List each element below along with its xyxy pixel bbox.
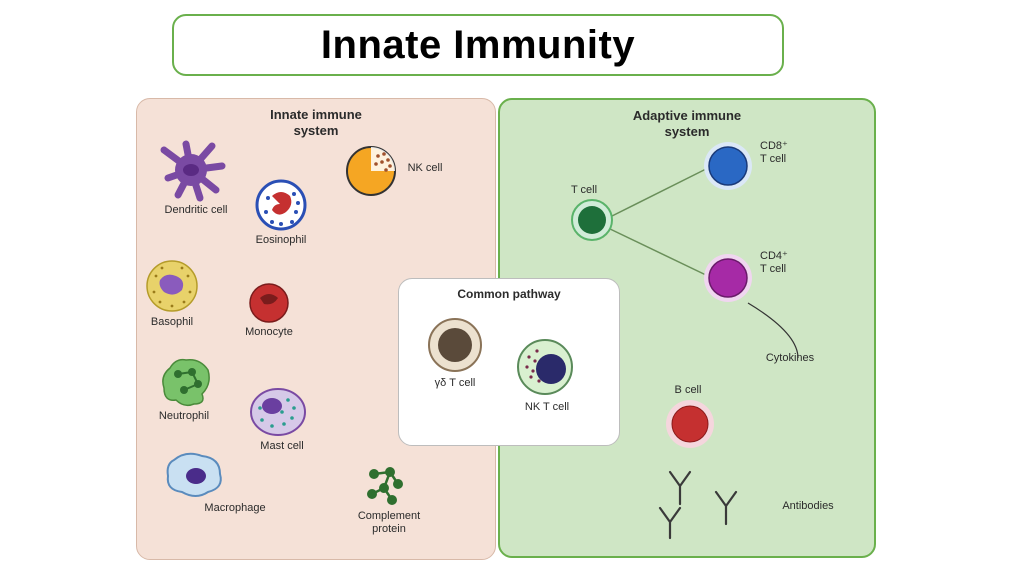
panel-innate-title: Innate immunesystem — [137, 107, 495, 138]
page-title: Innate Immunity — [321, 23, 635, 68]
macrophage-label: Macrophage — [200, 502, 270, 515]
t-cell-icon — [570, 198, 614, 242]
dendritic-cell-icon — [156, 140, 226, 200]
nk-cell-label: NK cell — [400, 162, 450, 175]
nk-cell-icon — [344, 144, 398, 198]
complement-protein-label: Complementprotein — [348, 510, 430, 535]
eosinophil-label: Eosinophil — [250, 234, 312, 247]
nkt-cell-label: NK T cell — [519, 401, 575, 414]
panel-common-title: Common pathway — [399, 287, 619, 301]
monocyte-label: Monocyte — [240, 326, 298, 339]
title-box: Innate Immunity — [172, 14, 784, 76]
neutrophil-icon — [158, 354, 214, 408]
gdt-cell-icon — [427, 317, 483, 373]
basophil-label: Basophil — [146, 316, 198, 329]
basophil-icon — [144, 258, 200, 314]
macrophage-icon — [162, 448, 226, 500]
mast-cell-icon — [248, 386, 308, 438]
neutrophil-label: Neutrophil — [152, 410, 216, 423]
cd8-t-cell-icon — [702, 140, 754, 192]
dendritic-cell-label: Dendritic cell — [156, 204, 236, 217]
eosinophil-icon — [254, 178, 308, 232]
cd4-t-cell-icon — [702, 252, 754, 304]
monocyte-icon — [248, 282, 290, 324]
nkt-cell-icon — [515, 337, 575, 397]
panel-common: Common pathway γδ T cell NK T cell — [398, 278, 620, 446]
gdt-cell-label: γδ T cell — [425, 377, 485, 390]
mast-cell-label: Mast cell — [254, 440, 310, 453]
complement-protein-icon — [362, 464, 406, 508]
